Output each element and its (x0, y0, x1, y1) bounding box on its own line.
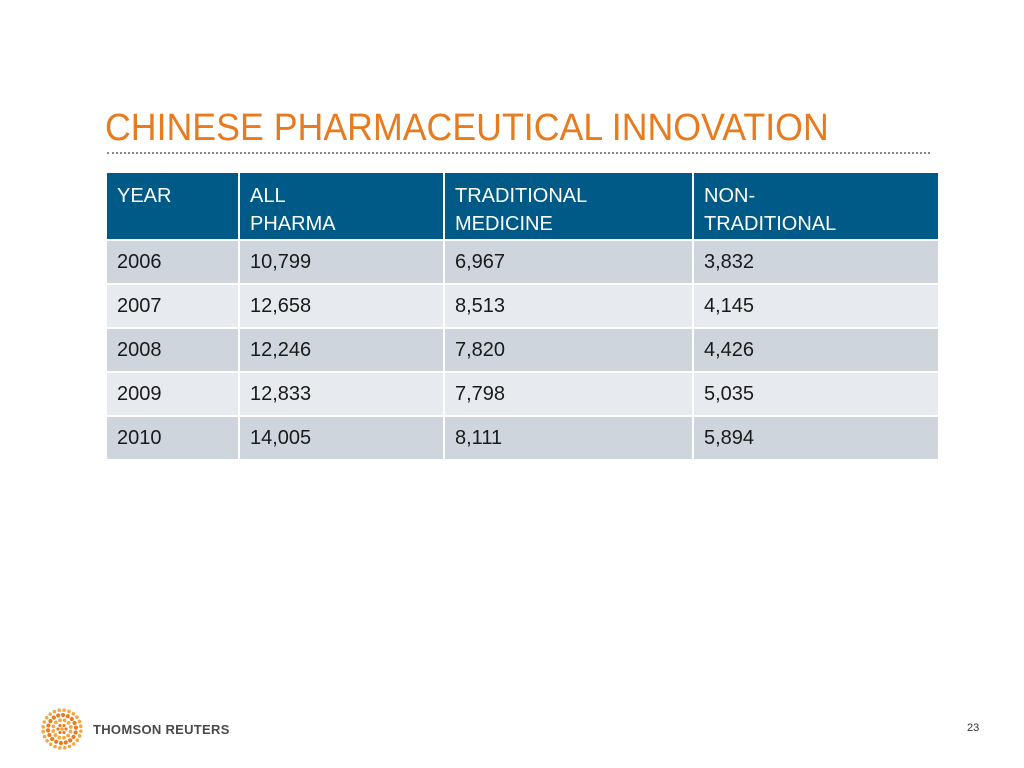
header-non-traditional-line2: TRADITIONAL (704, 213, 837, 235)
table-header-row: YEAR ALL PHARMA TRADITIONAL MEDICINE NON… (105, 171, 940, 241)
cell-all-pharma: 14,005 (238, 415, 445, 461)
header-traditional-medicine: TRADITIONAL MEDICINE (443, 171, 694, 241)
cell-year: 2008 (105, 327, 240, 373)
cell-year: 2007 (105, 283, 240, 329)
cell-traditional-medicine: 8,513 (443, 283, 694, 329)
cell-year: 2009 (105, 371, 240, 417)
cell-non-traditional: 3,832 (692, 239, 940, 285)
table-row: 2007 12,658 8,513 4,145 (105, 283, 940, 329)
cell-non-traditional: 5,894 (692, 415, 940, 461)
cell-traditional-medicine: 7,798 (443, 371, 694, 417)
dot-sphere-icon (40, 707, 84, 751)
header-year-line1: YEAR (117, 185, 172, 207)
table-row: 2008 12,246 7,820 4,426 (105, 327, 940, 373)
header-all-pharma-line2: PHARMA (250, 213, 336, 235)
table-row: 2010 14,005 8,111 5,894 (105, 415, 940, 461)
cell-traditional-medicine: 6,967 (443, 239, 694, 285)
header-all-pharma: ALL PHARMA (238, 171, 445, 241)
page-number: 23 (967, 722, 980, 734)
logo-text: THOMSON REUTERS (93, 721, 230, 737)
thomson-reuters-logo: THOMSON REUTERS (40, 707, 230, 751)
table-row: 2009 12,833 7,798 5,035 (105, 371, 940, 417)
cell-year: 2010 (105, 415, 240, 461)
cell-year: 2006 (105, 239, 240, 285)
cell-traditional-medicine: 8,111 (443, 415, 694, 461)
cell-non-traditional: 5,035 (692, 371, 940, 417)
slide-title: CHINESE PHARMACEUTICAL INNOVATION (105, 107, 829, 149)
header-year: YEAR (105, 171, 240, 241)
cell-traditional-medicine: 7,820 (443, 327, 694, 373)
cell-all-pharma: 12,246 (238, 327, 445, 373)
cell-non-traditional: 4,426 (692, 327, 940, 373)
header-traditional-line2: MEDICINE (455, 213, 553, 235)
title-divider (107, 152, 930, 154)
cell-all-pharma: 10,799 (238, 239, 445, 285)
table-row: 2006 10,799 6,967 3,832 (105, 239, 940, 285)
innovation-table: YEAR ALL PHARMA TRADITIONAL MEDICINE NON… (105, 171, 940, 461)
header-non-traditional: NON- TRADITIONAL (692, 171, 940, 241)
header-non-traditional-line1: NON- (704, 185, 756, 207)
cell-all-pharma: 12,658 (238, 283, 445, 329)
cell-non-traditional: 4,145 (692, 283, 940, 329)
header-traditional-line1: TRADITIONAL (455, 185, 588, 207)
header-all-pharma-line1: ALL (250, 185, 286, 207)
cell-all-pharma: 12,833 (238, 371, 445, 417)
